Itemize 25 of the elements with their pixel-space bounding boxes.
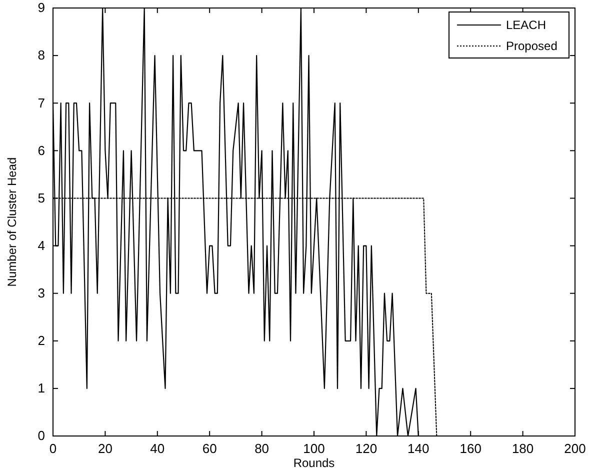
y-tick-label: 6 [38, 142, 45, 158]
y-tick-label: 5 [38, 190, 45, 206]
x-axis-title: Rounds [293, 456, 335, 470]
x-tick-label: 100 [303, 441, 325, 456]
x-tick-label: 60 [202, 441, 217, 456]
x-tick-label: 40 [150, 441, 165, 456]
y-tick-label: 4 [38, 238, 45, 253]
x-tick-label: 0 [49, 441, 57, 456]
x-tick-label: 160 [460, 441, 482, 456]
x-tick-label: 120 [355, 441, 378, 456]
x-tick-label: 20 [98, 441, 112, 456]
x-tick-label: 140 [408, 441, 430, 456]
y-tick-label: 9 [38, 0, 45, 16]
x-tick-label: 80 [254, 441, 270, 456]
y-tick-label: 3 [38, 285, 45, 300]
x-tick-label: 200 [564, 441, 586, 456]
y-tick-label: 0 [38, 428, 45, 444]
y-tick-label: 8 [38, 48, 45, 63]
x-tick-label: 180 [512, 441, 534, 456]
legend-label: Proposed [506, 39, 558, 53]
y-axis-title: Number of Cluster Head [5, 157, 19, 287]
y-tick-label: 7 [38, 95, 45, 110]
y-tick-label: 1 [38, 380, 45, 396]
y-tick-label: 2 [38, 333, 45, 348]
legend-label: LEACH [506, 18, 546, 32]
